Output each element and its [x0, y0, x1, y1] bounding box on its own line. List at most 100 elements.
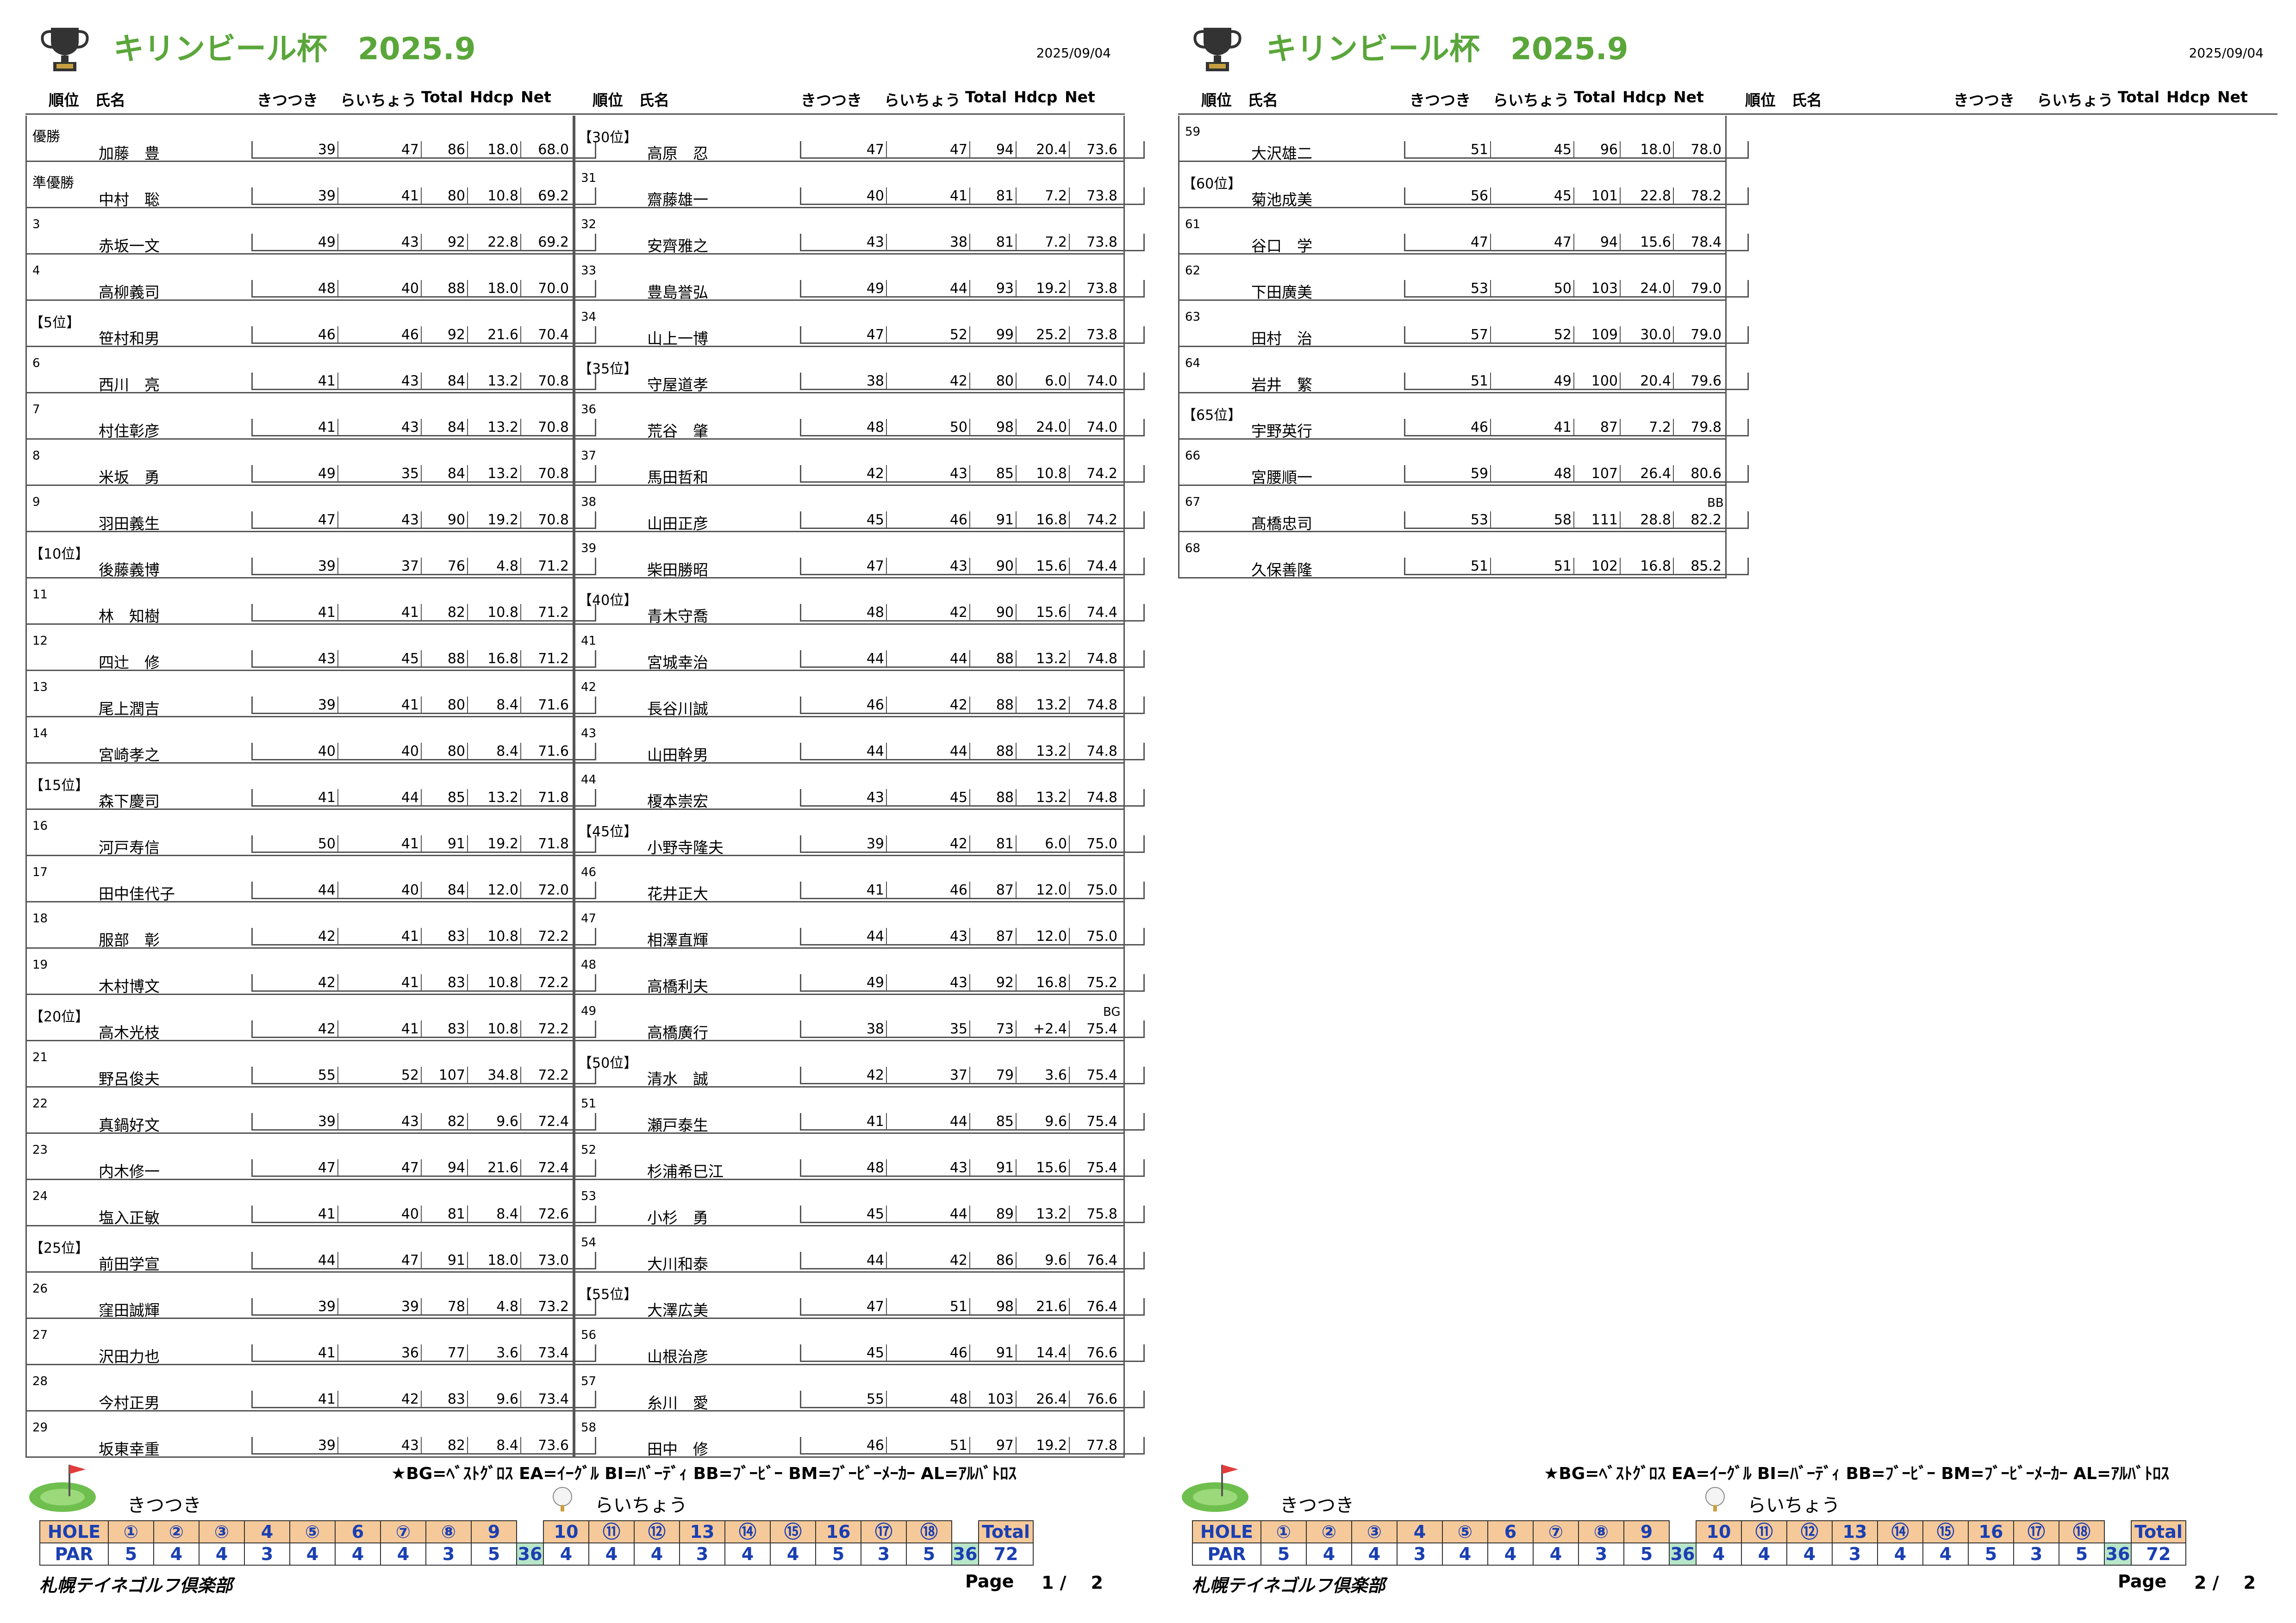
rank-cell: 優勝: [32, 129, 60, 145]
par-value: 5: [1968, 1542, 2014, 1566]
score-box: 47 43 90 15.6 74.4: [800, 558, 1145, 575]
score-total: 84: [422, 419, 468, 435]
score-in: 45: [887, 789, 970, 806]
hole-number: ⑮: [1922, 1520, 1969, 1543]
score-total: 89: [970, 1206, 1017, 1222]
par-value: 3: [425, 1542, 472, 1566]
header-rank: 順位: [1201, 91, 1232, 109]
score-out: 51: [1405, 558, 1491, 574]
hole-number: ⑰: [861, 1520, 907, 1543]
results-page-2: キリンビール杯 2025.9 2025/09/04 順位 氏名 きつつき らいち…: [1153, 0, 2296, 1623]
score-net: 70.8: [538, 512, 569, 528]
header-total: Total: [965, 88, 1007, 106]
score-out: 42: [801, 465, 887, 482]
score-net: 70.8: [538, 419, 569, 435]
result-row: 22 真鍋好文 39 43 82 9.6 72.4: [27, 1088, 596, 1134]
out-subtotal: 36: [1669, 1542, 1697, 1566]
score-hdcp: 16.8: [1017, 511, 1070, 528]
hole-number: 4: [244, 1520, 290, 1543]
score-in: 40: [338, 280, 422, 297]
score-out: 49: [253, 234, 338, 250]
result-row: 【15位】 森下慶司 41 44 85 13.2 71.8: [27, 764, 596, 810]
player-name: 宮腰順一: [1251, 468, 1312, 486]
rank-cell: 36: [581, 403, 597, 417]
score-net: 72.2: [538, 1021, 569, 1037]
score-box: 51 51 102 16.8 85.2: [1404, 558, 1749, 575]
header-rank: 順位: [593, 91, 623, 109]
page-number: 2 / 2: [2194, 1573, 2256, 1593]
hole-number: 10: [543, 1520, 589, 1543]
score-hdcp: 21.6: [468, 1159, 521, 1176]
header-in: らいちょう: [2037, 91, 2113, 109]
player-name: 花井正大: [647, 885, 708, 903]
par-row: PAR 5 4 4 3 4 4 4 3 5 36 4 4 4 3 4 4 5 3…: [39, 1542, 1034, 1566]
par-value: 4: [1442, 1542, 1488, 1566]
score-box: 43 45 88 13.2 74.8: [800, 789, 1145, 807]
results-column: 優勝 加藤 豊 39 47 86 18.0 68.0 準優勝 中村 聡 39 41 80 10.8 69.…: [25, 116, 596, 1458]
rank-cell: 33: [581, 264, 597, 278]
abbreviation-legend: ★BG=ﾍﾞｽﾄｸﾞﾛｽ EA=ｲｰｸﾞﾙ BI=ﾊﾞｰﾃﾞｨ BB=ﾌﾞｰﾋﾞ…: [1544, 1464, 2170, 1483]
document-date: 2025/09/04: [2189, 45, 2264, 61]
score-total: 91: [970, 511, 1017, 528]
rank-cell: 28: [32, 1374, 48, 1388]
score-in: 35: [887, 1020, 970, 1037]
score-out: 59: [1405, 465, 1491, 482]
score-net: 71.2: [538, 604, 569, 621]
score-hdcp: 19.2: [468, 835, 521, 852]
score-total: 81: [422, 1206, 468, 1222]
header-rule: [25, 113, 1125, 115]
hole-number: 13: [1832, 1520, 1878, 1543]
result-row: 54 大川和泰 44 42 86 9.6 76.4: [575, 1226, 1145, 1273]
score-out: 48: [801, 419, 887, 435]
player-name: 田村 治: [1251, 330, 1312, 348]
score-box: 48 40 88 18.0 70.0: [251, 280, 596, 298]
spacer: [1669, 1520, 1697, 1543]
hole-number: 13: [679, 1520, 725, 1543]
player-name: 木村博文: [99, 977, 160, 995]
score-in: 43: [887, 465, 970, 482]
score-net: 75.4: [1086, 1113, 1117, 1130]
golf-ball-icon: [553, 1487, 572, 1511]
score-out: 41: [253, 604, 338, 621]
player-name: 林 知樹: [99, 607, 160, 625]
result-row: 18 服部 彰 42 41 83 10.8 72.2: [27, 902, 596, 949]
score-net: 70.8: [538, 466, 569, 482]
hole-number: ②: [153, 1520, 200, 1543]
score-hdcp: 13.2: [468, 419, 521, 435]
score-hdcp: 20.4: [1621, 373, 1674, 389]
par-value: 4: [199, 1542, 245, 1566]
score-box: 49 35 84 13.2 70.8: [251, 465, 596, 483]
rank-cell: 24: [32, 1189, 48, 1203]
par-value: 4: [1786, 1542, 1833, 1566]
score-in: 41: [338, 604, 422, 621]
par-value: 4: [1741, 1542, 1787, 1566]
score-in: 47: [1491, 234, 1574, 250]
score-hdcp: 15.6: [1017, 1159, 1070, 1176]
result-row: 【50位】 清水 誠 42 37 79 3.6 75.4: [575, 1041, 1145, 1088]
score-in: 50: [1491, 280, 1574, 297]
score-out: 47: [801, 141, 887, 158]
score-out: 40: [253, 743, 338, 759]
result-row: 【65位】 宇野英行 46 41 87 7.2 79.8: [1179, 393, 1749, 440]
hole-number: ③: [1351, 1520, 1398, 1543]
score-in: 36: [338, 1344, 422, 1361]
score-in: 43: [338, 373, 422, 389]
score-total: 101: [1574, 187, 1621, 204]
score-box: 57 52 109 30.0 79.0: [1404, 326, 1749, 344]
score-in: 44: [338, 789, 422, 806]
player-name: 齋藤雄一: [647, 191, 708, 209]
score-box: 43 38 81 7.2 73.8: [800, 234, 1145, 251]
score-hdcp: 24.0: [1017, 419, 1070, 435]
hole-number: ⑧: [425, 1520, 472, 1543]
player-name: 加藤 豊: [99, 144, 160, 162]
score-total: 102: [1574, 558, 1621, 574]
result-row: 36 荒谷 肇 48 50 98 24.0 74.0: [575, 393, 1145, 440]
score-in: 41: [338, 696, 422, 713]
player-name: 高柳義司: [99, 283, 160, 301]
score-box: 44 47 91 18.0 73.0: [251, 1252, 596, 1269]
player-name: 小杉 勇: [647, 1209, 708, 1227]
spacer: [951, 1520, 979, 1543]
score-total: 87: [1574, 419, 1621, 435]
par-value: 3: [1397, 1542, 1443, 1566]
in-subtotal: 36: [951, 1542, 979, 1566]
